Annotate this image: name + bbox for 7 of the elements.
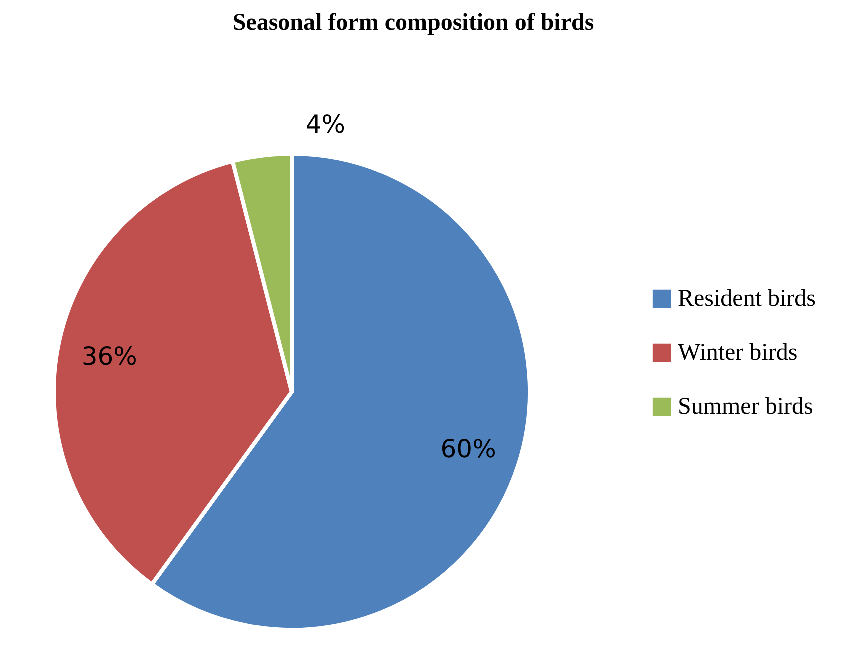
chart-title: Seasonal form composition of birds <box>232 10 594 36</box>
legend-label: Summer birds <box>678 394 814 420</box>
data-label: 4% <box>306 110 346 140</box>
legend-label: Winter birds <box>678 340 798 366</box>
data-label: 36% <box>82 342 138 372</box>
data-label: 60% <box>440 434 496 464</box>
legend-label: Resident birds <box>678 286 816 312</box>
